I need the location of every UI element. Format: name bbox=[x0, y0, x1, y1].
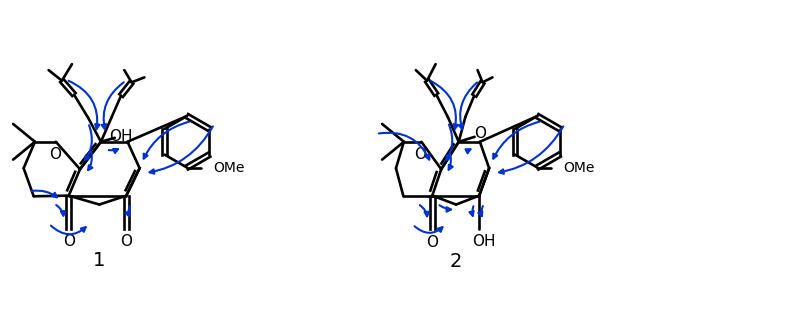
Text: OH: OH bbox=[109, 129, 133, 144]
Text: O: O bbox=[426, 235, 438, 250]
Text: OMe: OMe bbox=[563, 161, 594, 175]
Text: O: O bbox=[120, 234, 133, 249]
Text: OH: OH bbox=[473, 234, 496, 249]
Text: O: O bbox=[414, 147, 426, 162]
Text: 2: 2 bbox=[450, 251, 462, 271]
Text: O: O bbox=[475, 126, 487, 141]
Text: O: O bbox=[63, 234, 75, 249]
Text: 1: 1 bbox=[93, 251, 105, 270]
Text: O: O bbox=[49, 147, 61, 162]
Text: OMe: OMe bbox=[213, 161, 244, 175]
